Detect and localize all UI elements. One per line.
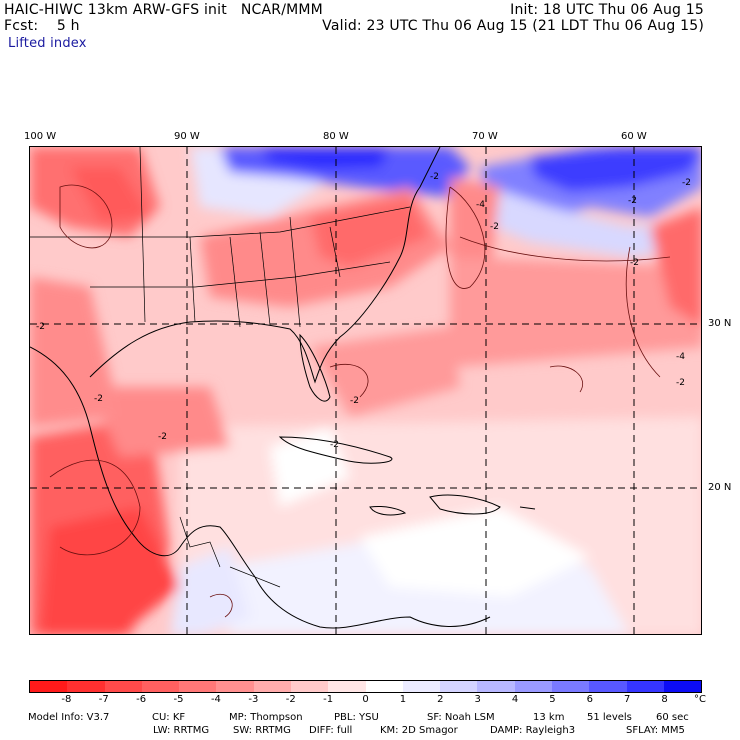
colorbar: [29, 680, 702, 693]
grid-spacing: 13 km: [533, 712, 565, 723]
colorbar-segment: [365, 681, 403, 692]
colorbar-segment: [477, 681, 515, 692]
contour-label-group: -2 -2 -2 -2 -4 -2 -2 -4 -2 -2 -2 -2 -2: [36, 172, 691, 450]
contour-label: -2: [490, 222, 499, 232]
colorbar-segment: [328, 681, 366, 692]
colorbar-segment: [663, 681, 702, 692]
colorbar-segment: [104, 681, 142, 692]
colorbar-segment: [440, 681, 478, 692]
colorbar-segment: [290, 681, 329, 692]
colorbar-tick-label: -3: [248, 694, 259, 705]
lon-label-70w: 70 W: [472, 131, 498, 142]
field-name: Lifted index: [8, 36, 87, 51]
contour-label: -2: [430, 172, 439, 182]
init-time: Init: 18 UTC Thu 06 Aug 15: [510, 2, 704, 18]
colorbar-tick-label: 2: [437, 694, 444, 705]
colorbar-tick-label: 4: [511, 694, 519, 705]
lifted-index-map: -2 -2 -2 -2 -4 -2 -2 -4 -2 -2 -2 -2 -2: [30, 147, 701, 634]
colorbar-tick-label: -5: [173, 694, 184, 705]
colorbar-tick-label: 8: [661, 694, 668, 705]
shortwave-scheme: SW: RRTMG: [233, 725, 291, 736]
colorbar-tick-label: 0: [362, 694, 369, 705]
contour-label: -2: [676, 378, 685, 388]
coastlines: [30, 147, 536, 629]
lon-label-90w: 90 W: [174, 131, 200, 142]
colorbar-tick-label: 1: [399, 694, 407, 705]
colorbar-ticks: -8 -7 -6 -5 -4 -3 -2 -1 0 1 2 3 4 5 6 7 8: [29, 694, 702, 708]
cuba: [278, 436, 393, 464]
colorbar-segment: [216, 681, 254, 692]
model-title: HAIC-HIWC 13km ARW-GFS init NCAR/MMM: [4, 2, 323, 18]
contour-label: -2: [630, 258, 639, 268]
colorbar-tick-label: -2: [285, 694, 296, 705]
surface-scheme: SF: Noah LSM: [427, 712, 495, 723]
colorbar-segment: [253, 681, 291, 692]
hispaniola: [429, 494, 501, 515]
colorbar-segment: [67, 681, 105, 692]
damping-option: DAMP: Rayleigh3: [490, 725, 576, 736]
colorbar-tick-label: 5: [549, 694, 556, 705]
lat-label-20n: 20 N: [708, 482, 732, 493]
colorbar-segment: [141, 681, 180, 692]
puerto-rico: [519, 506, 536, 510]
diffusion-option: DIFF: full: [309, 725, 353, 736]
model-version: Model Info: V3.7: [28, 712, 110, 723]
jamaica: [369, 506, 407, 516]
colorbar-tick-label: -7: [98, 694, 109, 705]
time-step: 60 sec: [656, 712, 689, 723]
cumulus-scheme: CU: KF: [152, 712, 186, 723]
colorbar-tick-label: 6: [586, 694, 594, 705]
microphysics-scheme: MP: Thompson: [229, 712, 303, 723]
contour-label: -2: [628, 196, 637, 206]
forecast-hour: Fcst: 5 h: [4, 18, 80, 34]
colorbar-segment: [179, 681, 217, 692]
lat-label-30n: 30 N: [708, 318, 732, 329]
colorbar-segment: [514, 681, 552, 692]
colorbar-segment: [551, 681, 590, 692]
contour-label: -2: [330, 440, 339, 450]
colorbar-segment: [589, 681, 627, 692]
lat-lon-grid: [30, 147, 701, 634]
km-option: KM: 2D Smagor: [380, 725, 458, 736]
colorbar-tick-label: 7: [624, 694, 631, 705]
shading-fields: [30, 147, 701, 634]
pbl-scheme: PBL: YSU: [334, 712, 379, 723]
colorbar-tick-label: 3: [474, 694, 481, 705]
contour-lines: [49, 184, 671, 618]
longwave-scheme: LW: RRTMG: [153, 725, 210, 736]
contour-label: -2: [36, 322, 45, 332]
colorbar-tick-label: -6: [136, 694, 147, 705]
us-east-gulf-coast: [89, 147, 441, 384]
contour-label: -4: [476, 200, 485, 210]
florida-peninsula: [299, 333, 331, 402]
lon-label-100w: 100 W: [24, 131, 57, 142]
contour-label: -2: [94, 394, 103, 404]
contour-label: -2: [682, 178, 691, 188]
contour-label: -2: [158, 432, 167, 442]
surface-layer-scheme: SFLAY: MM5: [626, 725, 685, 736]
lon-label-60w: 60 W: [621, 131, 647, 142]
colorbar-unit: °C: [694, 694, 706, 705]
colorbar-tick-label: -1: [323, 694, 334, 705]
contour-label: -2: [350, 396, 359, 406]
colorbar-segment: [626, 681, 664, 692]
colorbar-tick-label: -8: [61, 694, 72, 705]
map-panel: -2 -2 -2 -2 -4 -2 -2 -4 -2 -2 -2 -2 -2: [29, 146, 702, 635]
lon-label-80w: 80 W: [323, 131, 349, 142]
colorbar-segment: [402, 681, 441, 692]
colorbar-segment: [30, 681, 68, 692]
contour-label: -4: [676, 352, 685, 362]
vertical-levels: 51 levels: [587, 712, 632, 723]
valid-time: Valid: 23 UTC Thu 06 Aug 15 (21 LDT Thu …: [322, 18, 704, 34]
colorbar-tick-label: -4: [210, 694, 221, 705]
gulf-mexico-central-america-coast: [30, 346, 491, 629]
